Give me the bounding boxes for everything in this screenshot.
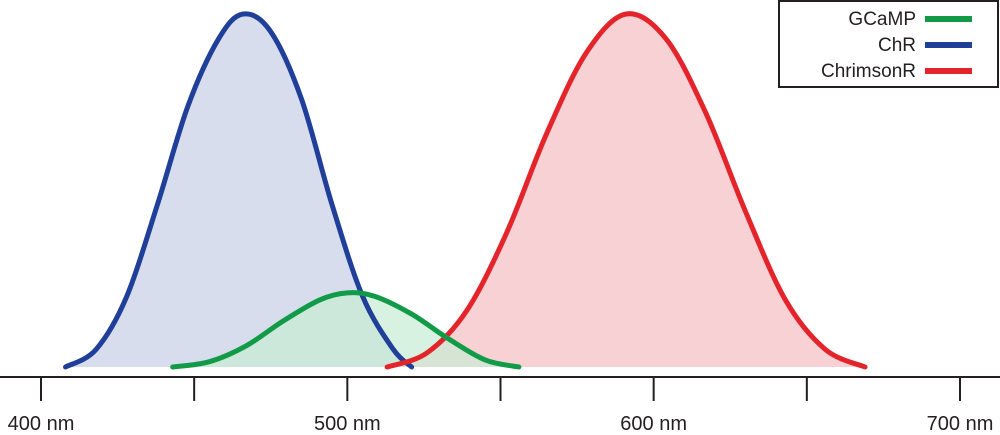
legend-label-chr: ChR	[878, 35, 916, 56]
legend-label-chrimsonr: ChrimsonR	[821, 61, 916, 82]
legend: GCaMP ChR ChrimsonR	[778, 0, 999, 88]
x-tick-label: 700 nm	[927, 413, 994, 435]
chrimsonr-curve	[384, 11, 868, 370]
x-tick-label: 400 nm	[8, 413, 75, 435]
x-tick-label: 600 nm	[620, 413, 687, 435]
legend-label-gcamp: GCaMP	[848, 9, 916, 30]
x-axis: 400 nm 500 nm 600 nm 700 nm	[0, 376, 1000, 435]
chr-curve	[63, 11, 415, 370]
chr-area	[65, 13, 412, 368]
gcamp-curve	[170, 290, 522, 370]
spectrum-lines	[63, 11, 868, 370]
x-tick-label: 500 nm	[314, 413, 381, 435]
chrimsonr-area	[387, 13, 866, 367]
